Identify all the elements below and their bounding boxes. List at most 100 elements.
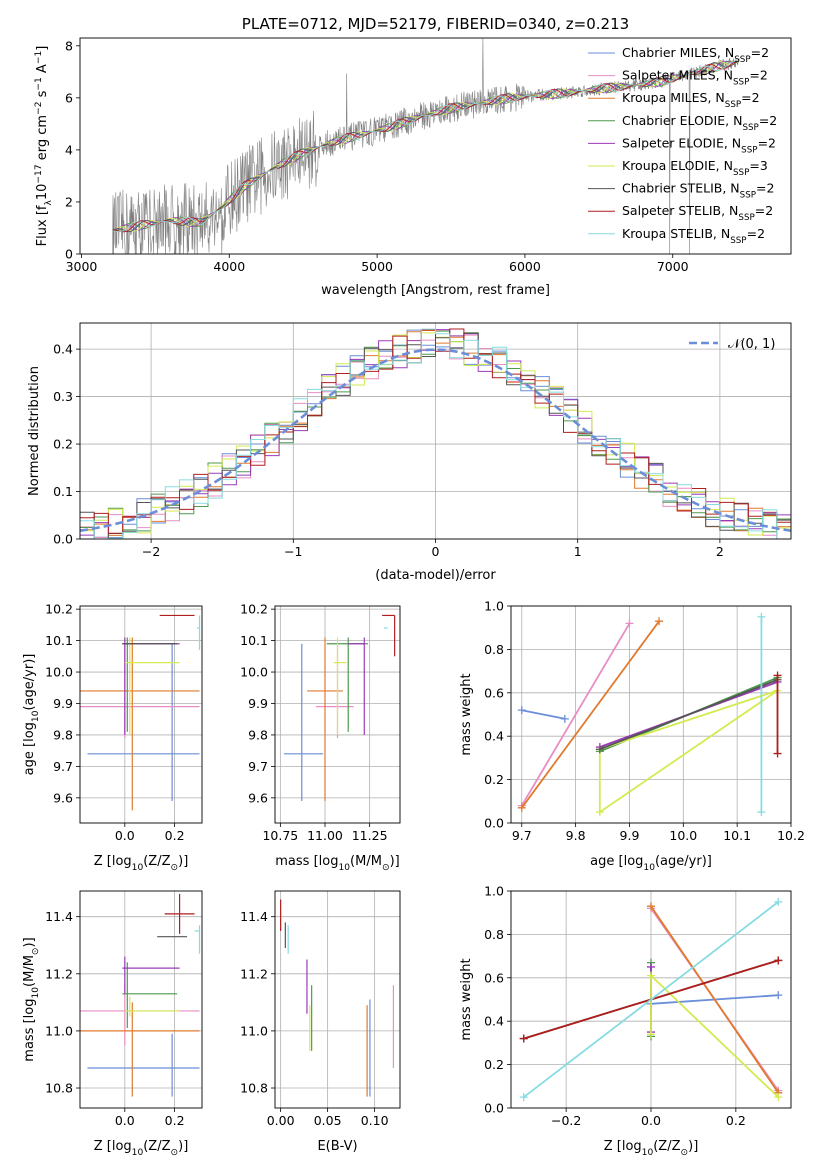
x-tick-label: −0.2 bbox=[551, 1113, 581, 1128]
y-tick-label: 9.9 bbox=[53, 696, 73, 711]
weight-age-axes: 9.7 9.8 9.9 10.0 10.1 10.2 0.0 0.2 0.4 0.6 0.8 1.0 a… bbox=[459, 599, 805, 874]
mass-Z-plot-area bbox=[80, 893, 201, 1097]
weight-point bbox=[519, 1093, 528, 1102]
weight-line bbox=[523, 901, 779, 1098]
y-tick-label: 1.0 bbox=[484, 884, 504, 899]
axes-frame bbox=[510, 605, 792, 824]
model-spectrum bbox=[112, 60, 739, 233]
y-axis-label: Normed distribution bbox=[27, 366, 42, 496]
weight-point bbox=[595, 745, 604, 754]
x-tick-label: 10.0 bbox=[669, 828, 697, 843]
y-tick-label: 0.0 bbox=[53, 532, 73, 547]
x-tick-label: 9.8 bbox=[566, 828, 586, 843]
legend: Chabrier MILES, NSSP=2 Salpeter MILES, NS… bbox=[588, 45, 777, 246]
y-tick-label: 0.0 bbox=[484, 1101, 504, 1116]
weight-point bbox=[595, 808, 604, 817]
y-tick-label: 10.1 bbox=[45, 633, 73, 648]
legend-entry: 𝒩(0, 1) bbox=[728, 337, 775, 352]
y-tick-label: 0 bbox=[65, 247, 73, 262]
legend-entry: Salpeter MILES, NSSP=2 bbox=[622, 68, 768, 88]
y-tick-label: 0.1 bbox=[53, 484, 73, 499]
y-axis-label: Flux [fλ10−17 erg cm−2 s−1 A−1] bbox=[34, 46, 54, 247]
x-tick-label: 2 bbox=[716, 544, 724, 559]
y-tick-label: 0.2 bbox=[53, 437, 73, 452]
x-tick-label: 9.9 bbox=[620, 828, 640, 843]
y-axis-label: mass [log10(M/M⊙)] bbox=[22, 937, 41, 1061]
weight-point bbox=[519, 1034, 528, 1043]
y-axis-label: mass weight bbox=[459, 958, 474, 1040]
x-tick-label: 0.10 bbox=[361, 1113, 389, 1128]
y-tick-label: 0.6 bbox=[484, 685, 504, 700]
weight-point bbox=[625, 619, 634, 628]
y-tick-label: 9.6 bbox=[248, 790, 268, 805]
observed-spectrum bbox=[112, 38, 740, 254]
spectrum-axes: 3000 4000 5000 6000 7000 0 2 4 6 8 PLATE=0712, MJD… bbox=[34, 15, 792, 298]
legend-entry: Chabrier STELIB, NSSP=2 bbox=[622, 181, 774, 201]
x-tick-label: −1 bbox=[284, 544, 302, 559]
y-tick-label: 10.2 bbox=[45, 602, 73, 617]
chart-title: PLATE=0712, MJD=52179, FIBERID=0340, z=0… bbox=[242, 15, 629, 33]
legend-entry: Salpeter STELIB, NSSP=2 bbox=[622, 203, 773, 223]
x-tick-label: 10.75 bbox=[262, 828, 298, 843]
y-tick-label: 10.1 bbox=[240, 633, 268, 648]
legend-entry: Salpeter ELODIE, NSSP=2 bbox=[622, 135, 776, 155]
x-tick-label: 0.2 bbox=[726, 1113, 746, 1128]
y-tick-label: 9.7 bbox=[248, 759, 268, 774]
x-tick-label: 0.0 bbox=[115, 1113, 135, 1128]
weight-line bbox=[521, 622, 631, 807]
weight-point bbox=[773, 749, 782, 758]
x-tick-label: 0.2 bbox=[165, 828, 185, 843]
y-tick-label: 9.8 bbox=[53, 727, 73, 742]
weight-line bbox=[521, 709, 565, 720]
weight-point bbox=[774, 1093, 783, 1102]
y-tick-label: 0.4 bbox=[53, 342, 73, 357]
y-tick-label: 11.4 bbox=[240, 909, 268, 924]
weight-line bbox=[521, 620, 660, 809]
axes-frame bbox=[79, 322, 792, 540]
axes-frame bbox=[274, 605, 401, 824]
age-mass-axes: 10.75 11.00 11.25 9.6 9.7 9.8 9.9 10.0 10.1 10.2 m… bbox=[240, 602, 401, 873]
mass-EBV-plot-area bbox=[280, 899, 395, 1097]
x-tick-label: 4000 bbox=[213, 259, 245, 274]
weight-point bbox=[774, 991, 783, 1000]
x-tick-label: 0.0 bbox=[641, 1113, 661, 1128]
y-tick-label: 10.2 bbox=[240, 602, 268, 617]
y-axis-label: mass weight bbox=[459, 673, 474, 755]
weight-point bbox=[517, 803, 526, 812]
y-tick-label: 1.0 bbox=[484, 599, 504, 614]
y-tick-label: 0.0 bbox=[484, 816, 504, 831]
weight-point bbox=[757, 808, 766, 817]
residuals-axes: −2 −1 0 1 2 0.0 0.1 0.2 0.3 0.4 (data-model)/error… bbox=[27, 322, 792, 583]
weight-point bbox=[655, 617, 664, 626]
y-tick-label: 11.2 bbox=[45, 966, 73, 981]
y-tick-label: 11.4 bbox=[45, 909, 73, 924]
weight-point bbox=[647, 962, 655, 971]
x-tick-label: 11.00 bbox=[307, 828, 343, 843]
mass-EBV-axes: 0.00 0.05 0.10 10.8 11.0 11.2 11.4 E(B-V) bbox=[240, 890, 401, 1154]
y-tick-label: 11.0 bbox=[240, 1023, 268, 1038]
y-tick-label: 0.4 bbox=[484, 1014, 504, 1029]
age-mass-plot-area bbox=[283, 614, 396, 801]
age-Z-plot-area bbox=[80, 614, 201, 811]
axes-frame bbox=[274, 890, 401, 1109]
weight-Z-axes: −0.2 0.0 0.2 0.0 0.2 0.4 0.6 0.8 1.0 Z [log10(Z/Z… bbox=[459, 884, 792, 1158]
x-tick-label: 11.25 bbox=[352, 828, 388, 843]
residuals-plot-area bbox=[80, 328, 791, 539]
y-tick-label: 4 bbox=[65, 142, 73, 157]
y-tick-label: 9.6 bbox=[53, 790, 73, 805]
y-tick-label: 0.8 bbox=[484, 642, 504, 657]
x-axis-label: Z [log10(Z/Z⊙)] bbox=[604, 1139, 699, 1158]
y-tick-label: 9.8 bbox=[248, 727, 268, 742]
legend: 𝒩(0, 1) bbox=[689, 337, 775, 352]
weight-line bbox=[598, 689, 779, 814]
x-tick-label: 10.2 bbox=[777, 828, 805, 843]
x-axis-label: (data-model)/error bbox=[375, 568, 496, 583]
y-tick-label: 0.8 bbox=[484, 927, 504, 942]
x-tick-label: 0 bbox=[432, 544, 440, 559]
x-axis-label: age [log10(age/yr)] bbox=[590, 854, 712, 873]
weight-point bbox=[774, 956, 783, 965]
weight-point bbox=[517, 706, 526, 715]
axes-frame bbox=[510, 890, 792, 1109]
x-tick-label: 0.00 bbox=[267, 1113, 295, 1128]
